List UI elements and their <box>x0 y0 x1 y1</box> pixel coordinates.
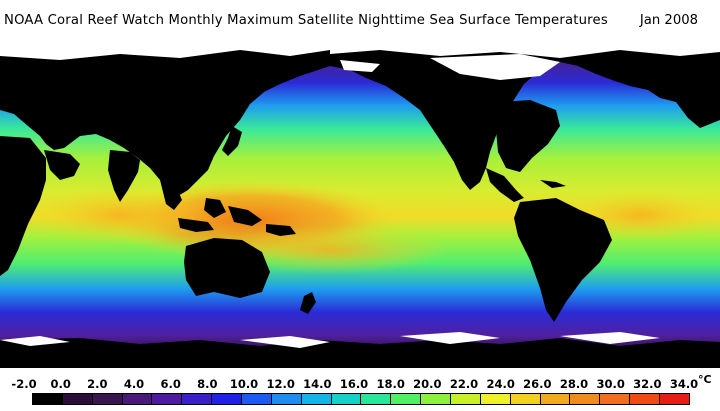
legend-swatch <box>451 394 481 404</box>
legend-swatch <box>122 394 153 404</box>
legend-tick-label: 20.0 <box>413 377 442 391</box>
legend-tick-label: 14.0 <box>303 377 332 391</box>
legend-swatch <box>212 394 243 404</box>
color-scale-bar <box>32 393 690 405</box>
legend-tick-label: 8.0 <box>197 377 218 391</box>
legend-swatch <box>62 394 93 404</box>
legend-tick-label: 0.0 <box>50 377 71 391</box>
legend-swatch <box>182 394 213 404</box>
legend-tick-label: 12.0 <box>266 377 295 391</box>
legend-swatch <box>570 394 601 404</box>
legend-tick-label: 6.0 <box>160 377 181 391</box>
legend-tick-label: 24.0 <box>486 377 515 391</box>
legend-tick-label: 4.0 <box>123 377 145 391</box>
legend-swatch <box>361 394 392 404</box>
temperature-legend: -2.0 0.0 2.0 4.0 6.0 8.0 10.0 12.0 14.0 16.0 18.0 2… <box>0 368 720 411</box>
legend-swatch <box>540 394 571 404</box>
legend-tick-label: -2.0 <box>11 377 37 391</box>
legend-tick-label: 26.0 <box>523 377 552 391</box>
legend-tick-label: 32.0 <box>633 377 662 391</box>
legend-tick-label: 16.0 <box>339 377 369 391</box>
legend-tick-label: 18.0 <box>376 377 405 391</box>
legend-tick-label: 22.0 <box>449 377 479 391</box>
legend-swatch <box>510 394 541 404</box>
legend-tick-label: 28.0 <box>559 377 589 391</box>
legend-swatch <box>301 394 332 404</box>
legend-swatch <box>33 394 63 404</box>
legend-swatch <box>152 394 183 404</box>
legend-swatch <box>92 394 123 404</box>
world-map-icon <box>0 40 720 368</box>
legend-swatch <box>660 394 689 404</box>
legend-swatch <box>600 394 631 404</box>
legend-tick-label: 30.0 <box>596 377 625 391</box>
legend-swatch <box>630 394 661 404</box>
legend-tick-label: 2.0 <box>87 377 108 391</box>
legend-tick-label: 10.0 <box>229 377 259 391</box>
legend-swatch <box>331 394 362 404</box>
land-masses <box>0 40 720 368</box>
date-label: Jan 2008 <box>639 13 698 28</box>
legend-swatch <box>271 394 302 404</box>
legend-swatch <box>242 394 272 404</box>
legend-swatch <box>421 394 452 404</box>
legend-swatch <box>391 394 422 404</box>
page-title: NOAA Coral Reef Watch Monthly Maximum Sa… <box>4 13 608 28</box>
header: NOAA Coral Reef Watch Monthly Maximum Sa… <box>0 0 720 40</box>
legend-tick-label: 34.0 <box>669 377 699 391</box>
warm-south-pacific <box>210 226 450 274</box>
sea-ice <box>0 40 720 348</box>
legend-swatch <box>480 394 511 404</box>
legend-unit: °C <box>698 373 712 386</box>
sst-map <box>0 40 720 368</box>
